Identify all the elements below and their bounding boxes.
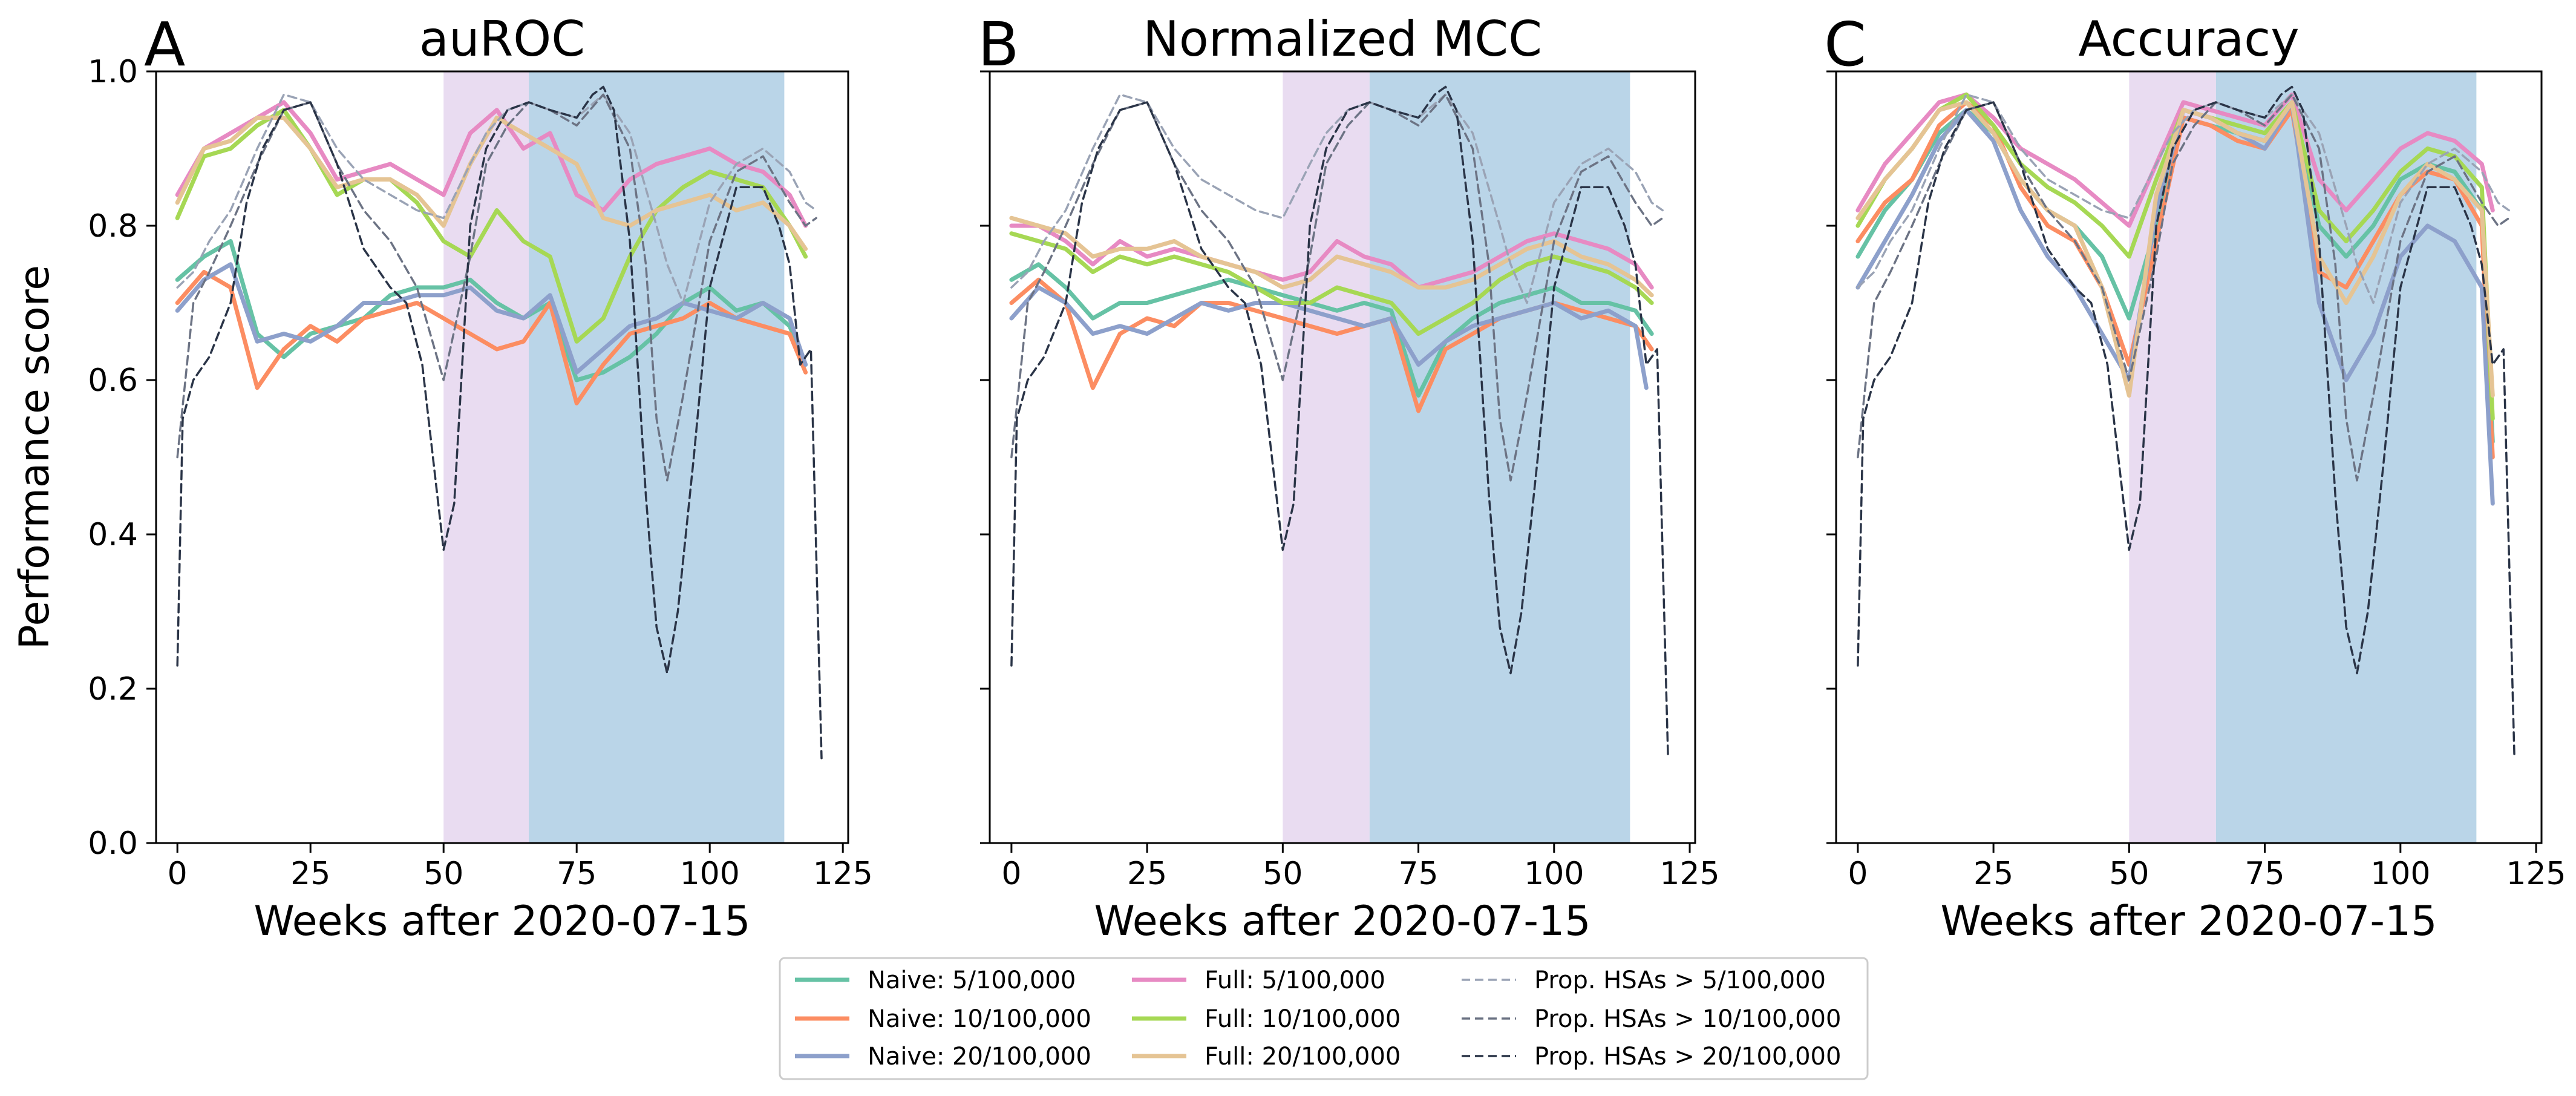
panel-c: 0 25 50 75 100 125 Weeks after 2020-07-15 Accur…: [1824, 9, 2566, 945]
panels: 0 25 50 75 100 125 0.0 0.2 0.4 0.6 0.8 1.0 Weeks aft…: [11, 9, 2566, 945]
x-tick-label: 100: [1524, 856, 1584, 892]
panel-a: 0 25 50 75 100 125 0.0 0.2 0.4 0.6 0.8 1.0 Weeks aft…: [11, 9, 873, 945]
y-tick-label: 0.0: [88, 825, 138, 862]
panel-title: Accuracy: [2078, 11, 2299, 67]
series-line-8: [1010, 85, 1669, 760]
x-tick-label: 50: [2109, 856, 2149, 892]
legend-frame: [779, 957, 1869, 1080]
legend-label: Prop. HSAs > 20/100,000: [1534, 1043, 1841, 1071]
legend-label: Naive: 20/100,000: [868, 1043, 1091, 1071]
y-axis-label: Performance score: [11, 265, 59, 649]
series-line-2: [1009, 285, 1649, 390]
series-line-0: [175, 239, 808, 382]
y-tick-label: 0.8: [88, 208, 138, 244]
series-lines: [1009, 85, 1669, 760]
shaded-region-1: [529, 71, 785, 843]
panel-letter: C: [1824, 9, 1866, 80]
shaded-region-1: [1369, 71, 1630, 843]
x-tick-label: 0: [168, 856, 188, 892]
series-lines: [1855, 85, 2516, 760]
shaded-region-1: [2215, 71, 2477, 843]
x-tick-label: 25: [1973, 856, 2013, 892]
x-tick-label: 125: [1659, 856, 1719, 892]
legend-label: Prop. HSAs > 10/100,000: [1534, 1005, 1841, 1033]
series-line-6: [1010, 93, 1664, 304]
x-tick-label: 75: [2244, 856, 2284, 892]
series-line-2: [175, 262, 808, 375]
x-tick-label: 100: [680, 856, 740, 892]
plot-frame: [155, 70, 849, 844]
x-tick-label: 0: [1848, 856, 1868, 892]
legend-label: Prop. HSAs > 5/100,000: [1534, 966, 1826, 994]
series-line-3: [1009, 223, 1654, 290]
legend-label: Naive: 5/100,000: [868, 966, 1076, 994]
x-tick-label: 50: [1263, 856, 1303, 892]
x-tick-label: 50: [423, 856, 463, 892]
x-tick-label: 125: [813, 856, 873, 892]
x-tick-label: 0: [1001, 856, 1021, 892]
legend: Naive: 5/100,000 Naive: 10/100,000 Naive: …: [779, 957, 1869, 1080]
x-axis-label: Weeks after 2020-07-15: [1094, 897, 1590, 945]
y-tick-label: 1.0: [88, 54, 138, 90]
series-line-5: [175, 116, 808, 251]
series-line-7: [176, 93, 817, 482]
series-line-8: [1857, 85, 2516, 760]
plot-frame: [1835, 70, 2543, 844]
series-line-5: [1855, 100, 2495, 398]
series-line-3: [175, 100, 808, 228]
legend-label: Naive: 10/100,000: [868, 1005, 1091, 1033]
y-tick-label: 0.6: [88, 363, 138, 399]
y-tick-label: 0.4: [88, 517, 138, 553]
plot-frame: [989, 70, 1696, 844]
x-tick-label: 75: [557, 856, 597, 892]
legend-label: Full: 10/100,000: [1205, 1005, 1401, 1033]
x-tick-label: 25: [290, 856, 330, 892]
series-line-1: [175, 270, 808, 405]
x-axis-label: Weeks after 2020-07-15: [253, 897, 750, 945]
panel-title: auROC: [419, 11, 585, 67]
series-line-8: [176, 85, 823, 760]
x-tick-label: 100: [2370, 856, 2430, 892]
panel-letter: A: [144, 9, 185, 80]
panel-letter: B: [978, 9, 1019, 80]
series-lines: [175, 85, 823, 760]
panel-b: 0 25 50 75 100 125 Weeks after 2020-07-15 Norma…: [978, 9, 1720, 945]
series-line-6: [1857, 93, 2510, 304]
series-line-4: [1009, 231, 1654, 336]
x-axis-label: Weeks after 2020-07-15: [1940, 897, 2437, 945]
x-tick-label: 125: [2506, 856, 2566, 892]
x-tick-label: 25: [1127, 856, 1167, 892]
legend-label: Full: 5/100,000: [1205, 966, 1385, 994]
panel-title: Normalized MCC: [1143, 11, 1542, 67]
x-tick-label: 75: [1398, 856, 1438, 892]
y-tick-label: 0.2: [88, 671, 138, 707]
legend-label: Full: 20/100,000: [1205, 1043, 1401, 1071]
